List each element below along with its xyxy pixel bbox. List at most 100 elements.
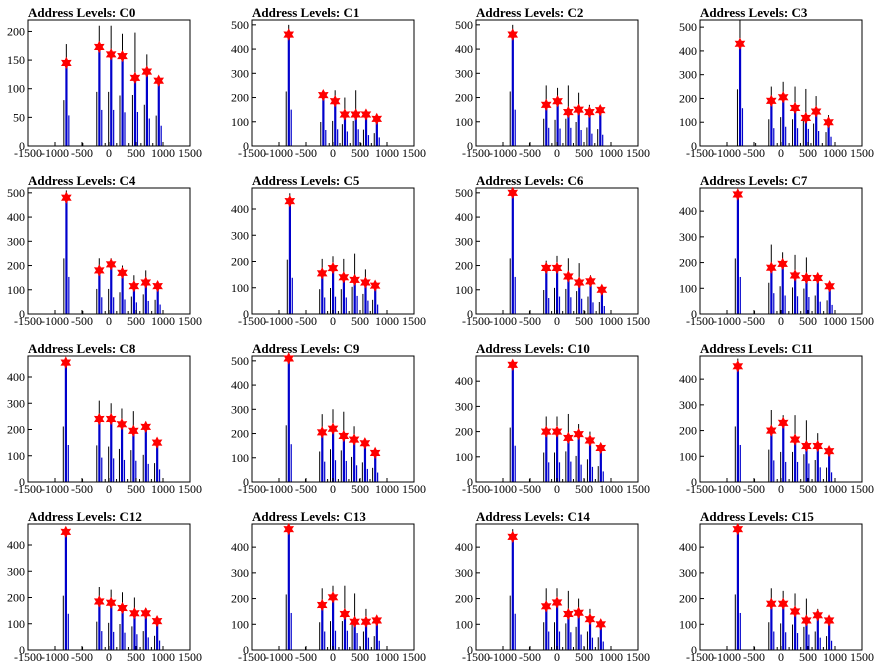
histogram-fill (133, 77, 137, 146)
peak-marker (823, 444, 835, 458)
peak-marker (563, 270, 574, 283)
panel-title: Address Levels: C15 (700, 509, 814, 524)
x-tick-label: -1500 (238, 314, 266, 328)
y-tick-label: 200 (231, 427, 249, 441)
histogram-fill (157, 80, 160, 146)
peak-marker (140, 607, 152, 620)
peak-marker (116, 418, 128, 431)
histogram-fill (770, 100, 773, 146)
histogram-fill (354, 114, 357, 146)
histogram-fill (374, 452, 377, 482)
y-tick-label: 400 (455, 210, 473, 224)
y-tick-label: 100 (679, 449, 697, 463)
y-tick-label: 400 (679, 44, 697, 58)
histogram-fill (110, 54, 113, 147)
chart-panel: Address Levels: C14 -1500 -1000 -500 0 500 100… (448, 504, 672, 672)
x-tick-label: -500 (295, 650, 317, 664)
peak-marker (349, 615, 360, 628)
peak-marker (765, 597, 777, 610)
histogram-fill (287, 529, 290, 650)
peak-marker (573, 103, 584, 116)
x-tick-label: 0 (330, 482, 336, 496)
peak-marker (594, 103, 606, 117)
x-tick-label: -1500 (462, 314, 490, 328)
histogram-fill (364, 282, 367, 314)
x-tick-label: 500 (127, 314, 145, 328)
y-tick-label: 400 (231, 378, 249, 392)
peak-marker (339, 108, 351, 121)
peak-marker (584, 434, 596, 447)
peak-marker (93, 264, 105, 277)
histogram-plot: -1500 -1000 -500 0 500 1000 1500 0 100 200 300 400 (231, 522, 426, 664)
peak-marker (789, 433, 801, 446)
y-tick-label: 100 (231, 451, 249, 465)
y-tick-label: 0 (19, 139, 25, 153)
peak-marker (284, 194, 296, 208)
y-tick-label: 500 (231, 18, 249, 32)
x-tick-label: -1000 (489, 482, 517, 496)
y-tick-label: 500 (455, 186, 473, 200)
x-tick-label: -1000 (489, 650, 517, 664)
x-tick-label: -1000 (265, 314, 293, 328)
x-tick-label: -500 (71, 314, 93, 328)
y-tick-label: 300 (7, 396, 25, 410)
peak-marker (732, 188, 744, 201)
x-tick-label: 500 (127, 650, 145, 664)
peak-marker (765, 261, 777, 274)
peak-marker (584, 612, 596, 626)
histogram-plot: -1500 -1000 -500 0 500 1000 1500 0 50 100 150 200 (7, 19, 202, 160)
histogram-fill (353, 439, 356, 482)
peak-marker (348, 433, 360, 446)
x-tick-label: -1000 (489, 314, 517, 328)
x-tick-label: 1000 (599, 482, 623, 496)
histogram-fill (556, 602, 559, 650)
peak-marker (117, 266, 128, 279)
y-tick-label: 100 (679, 617, 697, 631)
y-tick-label: 200 (679, 424, 697, 438)
y-tick-label: 100 (7, 283, 25, 297)
histogram-fill (332, 597, 335, 650)
chart-panel: Address Levels: C12 -1500 -1000 -500 0 500 100… (0, 504, 224, 672)
x-tick-label: 1500 (626, 482, 650, 496)
peak-marker (317, 88, 329, 102)
histogram-fill (342, 277, 345, 314)
y-tick-label: 400 (231, 202, 249, 216)
x-tick-label: -1000 (713, 314, 741, 328)
chart-panel: Address Levels: C1 -1500 -1000 -500 0 500 1000… (224, 0, 448, 168)
histogram-fill (805, 446, 808, 482)
x-tick-label: 0 (554, 482, 560, 496)
histogram-fill (65, 62, 68, 146)
x-tick-label: -500 (71, 482, 93, 496)
panel-title: Address Levels: C6 (476, 173, 584, 188)
peak-marker (151, 614, 163, 628)
histogram-fill (98, 46, 101, 146)
histogram-fill (64, 362, 67, 482)
x-tick-label: -500 (743, 314, 765, 328)
y-tick-label: 200 (679, 91, 697, 105)
peak-marker (327, 261, 339, 275)
y-tick-label: 400 (7, 210, 25, 224)
histogram-fill (556, 431, 559, 482)
panel-title: Address Levels: C9 (252, 341, 360, 356)
y-tick-label: 300 (455, 66, 473, 80)
panel-title: Address Levels: C5 (252, 173, 360, 188)
peak-marker (507, 530, 519, 544)
x-tick-label: 1500 (402, 650, 426, 664)
histogram-fill (738, 43, 742, 146)
y-tick-label: 0 (691, 307, 697, 321)
y-tick-label: 0 (691, 643, 697, 657)
histogram-fill (110, 419, 113, 482)
histogram-fill (374, 285, 377, 314)
y-tick-label: 100 (455, 617, 473, 631)
y-tick-label: 300 (7, 234, 25, 248)
peak-marker (540, 425, 552, 438)
peak-marker (732, 522, 744, 536)
histogram-fill (770, 267, 773, 314)
x-tick-label: -1000 (489, 146, 517, 160)
histogram-fill (120, 424, 124, 482)
chart-panel: Address Levels: C8 -1500 -1000 -500 0 500 1000… (0, 336, 224, 504)
histogram-fill (98, 419, 101, 482)
histogram-fill (65, 197, 68, 314)
histogram-fill (589, 281, 592, 314)
